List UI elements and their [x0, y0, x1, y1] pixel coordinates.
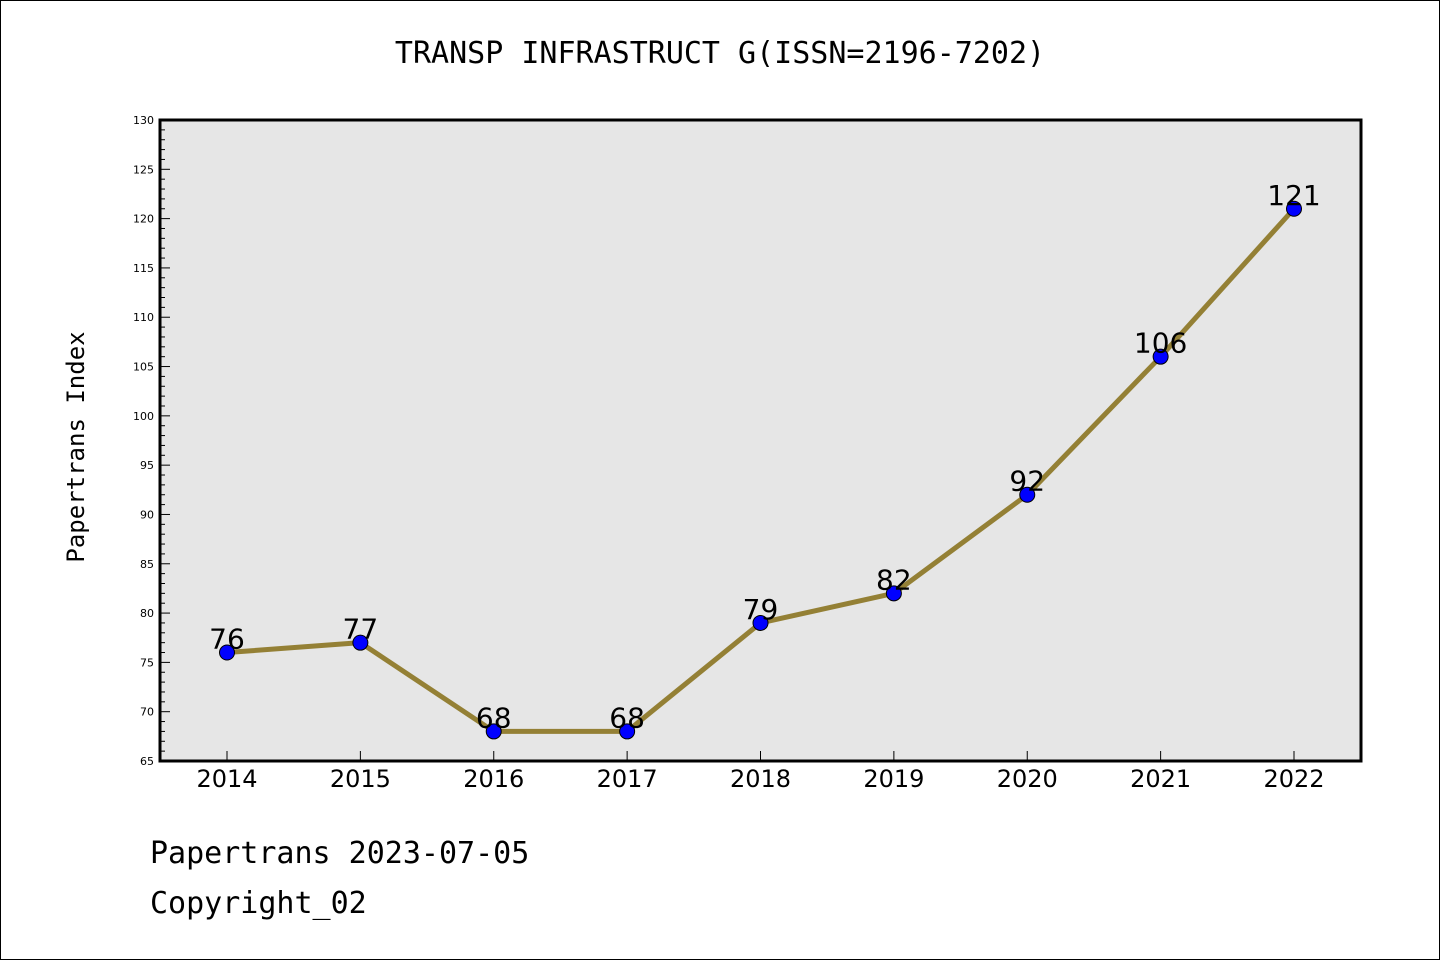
y-tick-label: 75 — [140, 656, 154, 669]
data-labels: 76 77 68 68 79 82 92 106 121 — [209, 179, 1321, 735]
data-point — [485, 723, 502, 740]
x-tick-label: 2020 — [997, 765, 1058, 793]
y-tick-label: 85 — [140, 558, 154, 571]
y-tick-label: 65 — [140, 755, 154, 768]
x-ticks: 2014 2015 2016 2017 2018 2019 2020 2021 2022 — [196, 751, 1325, 793]
plot-border — [158, 118, 1363, 763]
y-tick-label: 110 — [133, 311, 154, 324]
y-tick-label: 80 — [140, 607, 154, 620]
data-points — [219, 200, 1302, 740]
chart-title: TRANSP INFRASTRUCT G(ISSN=2196-7202) — [394, 36, 1046, 71]
x-tick-label: 2014 — [196, 765, 257, 793]
y-tick-label: 115 — [133, 262, 154, 275]
data-label: 92 — [1009, 465, 1045, 498]
data-label: 82 — [876, 563, 912, 596]
data-point — [1286, 200, 1302, 217]
y-tick-label: 105 — [133, 361, 154, 374]
data-point — [352, 634, 369, 651]
x-tick-label: 2021 — [1130, 765, 1191, 793]
y-tick-label: 70 — [140, 706, 154, 719]
data-label: 68 — [609, 701, 645, 734]
footer-copyright: Copyright_02 — [150, 886, 367, 921]
data-point — [885, 585, 902, 602]
y-tick-label: 90 — [140, 508, 154, 521]
data-point — [619, 723, 636, 740]
data-label: 68 — [476, 701, 512, 734]
data-label: 79 — [743, 593, 779, 626]
data-point — [1152, 348, 1169, 365]
y-tick-label: 95 — [140, 459, 154, 472]
y-ticks: 65 70 75 80 85 90 95 100 105 110 115 120 125 130 — [133, 114, 170, 768]
footer-date: Papertrans 2023-07-05 — [150, 836, 530, 871]
y-tick-label: 130 — [133, 114, 154, 127]
data-label: 77 — [343, 613, 379, 646]
x-tick-label: 2019 — [863, 765, 924, 793]
y-tick-label: 125 — [133, 163, 154, 176]
x-tick-label: 2022 — [1263, 765, 1324, 793]
data-point — [1019, 486, 1036, 503]
data-label: 76 — [209, 623, 245, 656]
x-tick-label: 2018 — [730, 765, 791, 793]
x-tick-label: 2016 — [463, 765, 524, 793]
y-tick-label: 120 — [133, 213, 154, 226]
y-tick-label: 100 — [133, 410, 154, 423]
data-point — [752, 614, 769, 631]
data-point — [219, 644, 235, 661]
plot-area — [160, 120, 1361, 761]
x-tick-label: 2015 — [330, 765, 391, 793]
data-label: 121 — [1267, 179, 1320, 212]
data-label: 106 — [1134, 327, 1187, 360]
x-tick-label: 2017 — [597, 765, 658, 793]
